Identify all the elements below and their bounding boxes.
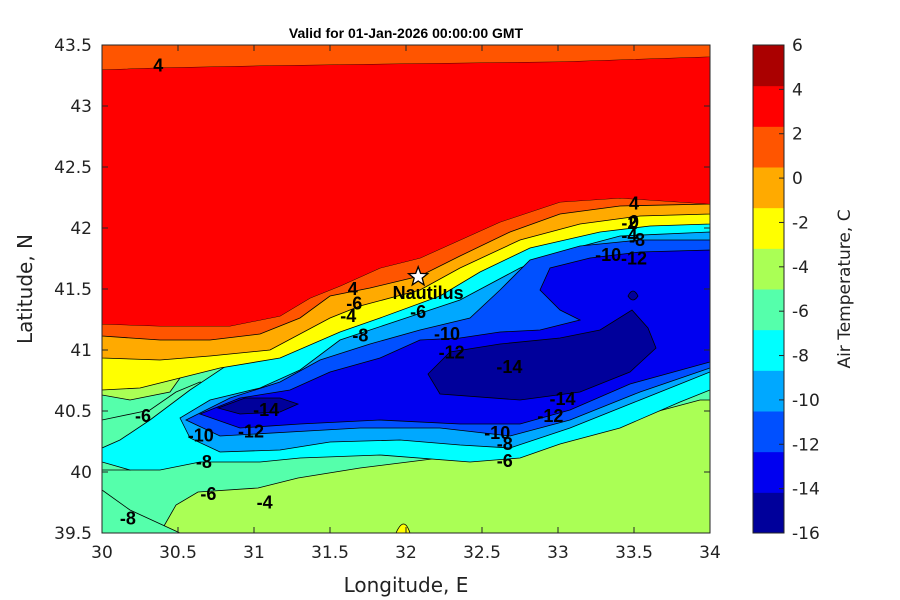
contour-label: -8 bbox=[352, 325, 368, 345]
colorbar-tick-label: -4 bbox=[792, 258, 809, 278]
colorbar-segment bbox=[753, 85, 784, 127]
band-below-minus-14-east bbox=[427, 309, 657, 401]
contour-label: -4 bbox=[340, 306, 356, 326]
x-tick-label: 31 bbox=[243, 543, 265, 563]
x-tick-label: 32 bbox=[395, 543, 417, 563]
contour-label: -14 bbox=[550, 389, 576, 409]
y-tick-label: 40 bbox=[70, 463, 92, 483]
colorbar-segment bbox=[753, 451, 784, 493]
contour-label: -12 bbox=[621, 249, 647, 269]
contour-label: 0 bbox=[629, 212, 639, 232]
y-tick-label: 39.5 bbox=[54, 524, 92, 544]
colorbar-tick-label: 0 bbox=[792, 169, 803, 189]
contour-label: -12 bbox=[439, 342, 465, 362]
y-tick-label: 43.5 bbox=[54, 36, 92, 56]
colorbar-tick-label: -6 bbox=[792, 302, 809, 322]
contour-label: -14 bbox=[253, 400, 279, 420]
y-tick-label: 41.5 bbox=[54, 280, 92, 300]
colorbar-tick-label: 6 bbox=[792, 36, 803, 56]
colorbar-tick-label: 4 bbox=[792, 80, 803, 100]
contour-label: -6 bbox=[346, 294, 362, 314]
contour-label: -2 bbox=[621, 213, 637, 233]
contour-label: -4 bbox=[621, 225, 637, 245]
colorbar-frame bbox=[752, 44, 785, 534]
contour-label: -8 bbox=[629, 230, 645, 250]
colorbar-segment bbox=[753, 411, 784, 453]
colorbar-segment bbox=[753, 492, 784, 534]
y-tick-label: 40.5 bbox=[54, 402, 92, 422]
contour-label: -8 bbox=[497, 434, 513, 454]
colorbar-tick-label: -8 bbox=[792, 347, 809, 367]
contour-label: -8 bbox=[196, 452, 212, 472]
colorbar-tick-label: -12 bbox=[792, 435, 820, 455]
contour-label: -14 bbox=[496, 357, 522, 377]
x-tick-label: 30.5 bbox=[159, 543, 197, 563]
colorbar-segment bbox=[753, 207, 784, 249]
band-below-minus-14-west bbox=[216, 397, 300, 415]
band-4-north-interior bbox=[102, 57, 710, 326]
contour-label: 4 bbox=[153, 56, 163, 76]
colorbar-segment bbox=[753, 289, 784, 331]
contour-label: -12 bbox=[238, 422, 264, 442]
contour-label: -6 bbox=[410, 302, 426, 322]
contour-label: 4 bbox=[629, 194, 639, 214]
colorbar-tick-label: -16 bbox=[792, 524, 820, 544]
colorbar-segment bbox=[753, 126, 784, 168]
contour-labels: 44-6-4-8-6-10-12-14-14-12-10-8-6-6 -4-8-1… bbox=[120, 56, 647, 529]
star-icon bbox=[406, 264, 430, 287]
band-minus-14-spot bbox=[627, 290, 639, 301]
contour-label: -8 bbox=[120, 508, 136, 528]
colorbar-segment bbox=[753, 248, 784, 290]
colorbar-tick-label: -2 bbox=[792, 213, 809, 233]
colorbar-tick-label: -10 bbox=[792, 391, 820, 411]
y-tick-label: 42 bbox=[70, 219, 92, 239]
y-axis-label: Latitude, N bbox=[13, 234, 37, 344]
band-minus-6-south bbox=[102, 489, 181, 533]
contour-label: -6 bbox=[497, 451, 513, 471]
colorbar-segment bbox=[753, 370, 784, 412]
x-tick-label: 33.5 bbox=[615, 543, 653, 563]
x-tick-label: 34 bbox=[699, 543, 721, 563]
x-tick-label: 33 bbox=[547, 543, 569, 563]
station-label: Nautilus bbox=[393, 283, 464, 303]
colorbar-segment bbox=[753, 329, 784, 371]
colorbar-label: Air Temperature, C bbox=[835, 209, 855, 368]
y-tick-label: 43 bbox=[70, 97, 92, 117]
x-tick-label: 30 bbox=[91, 543, 113, 563]
station-marker: Nautilus bbox=[393, 264, 464, 303]
colorbar: 6 4 2 0 -2 -4 -6 -8 -10 -12 -14 -16 bbox=[752, 36, 820, 544]
x-axis: 30 30.5 31 31.5 32 32.5 33 33.5 34 bbox=[91, 45, 721, 563]
colorbar-tick-label: 2 bbox=[792, 125, 803, 145]
contour-label: -10 bbox=[188, 425, 214, 445]
contour-label: -6 bbox=[135, 406, 151, 426]
colorbar-tick-label: -14 bbox=[792, 480, 820, 500]
plot-area bbox=[102, 45, 710, 533]
contour-label: -10 bbox=[484, 423, 510, 443]
y-tick-label: 42.5 bbox=[54, 158, 92, 178]
contour-label: -4 bbox=[257, 493, 273, 513]
chart-title: Valid for 01-Jan-2026 00:00:00 GMT bbox=[289, 25, 524, 41]
contour-label: -12 bbox=[537, 406, 563, 426]
contour-label: -6 bbox=[200, 484, 216, 504]
contour-label: 4 bbox=[348, 279, 358, 299]
y-tick-label: 41 bbox=[70, 341, 92, 361]
contour-label: -10 bbox=[434, 324, 460, 344]
x-tick-label: 32.5 bbox=[463, 543, 501, 563]
colorbar-segment bbox=[753, 45, 784, 87]
contour-label: -10 bbox=[595, 245, 621, 265]
colorbar-segment bbox=[753, 167, 784, 209]
x-tick-label: 31.5 bbox=[311, 543, 349, 563]
x-axis-label: Longitude, E bbox=[344, 573, 469, 597]
